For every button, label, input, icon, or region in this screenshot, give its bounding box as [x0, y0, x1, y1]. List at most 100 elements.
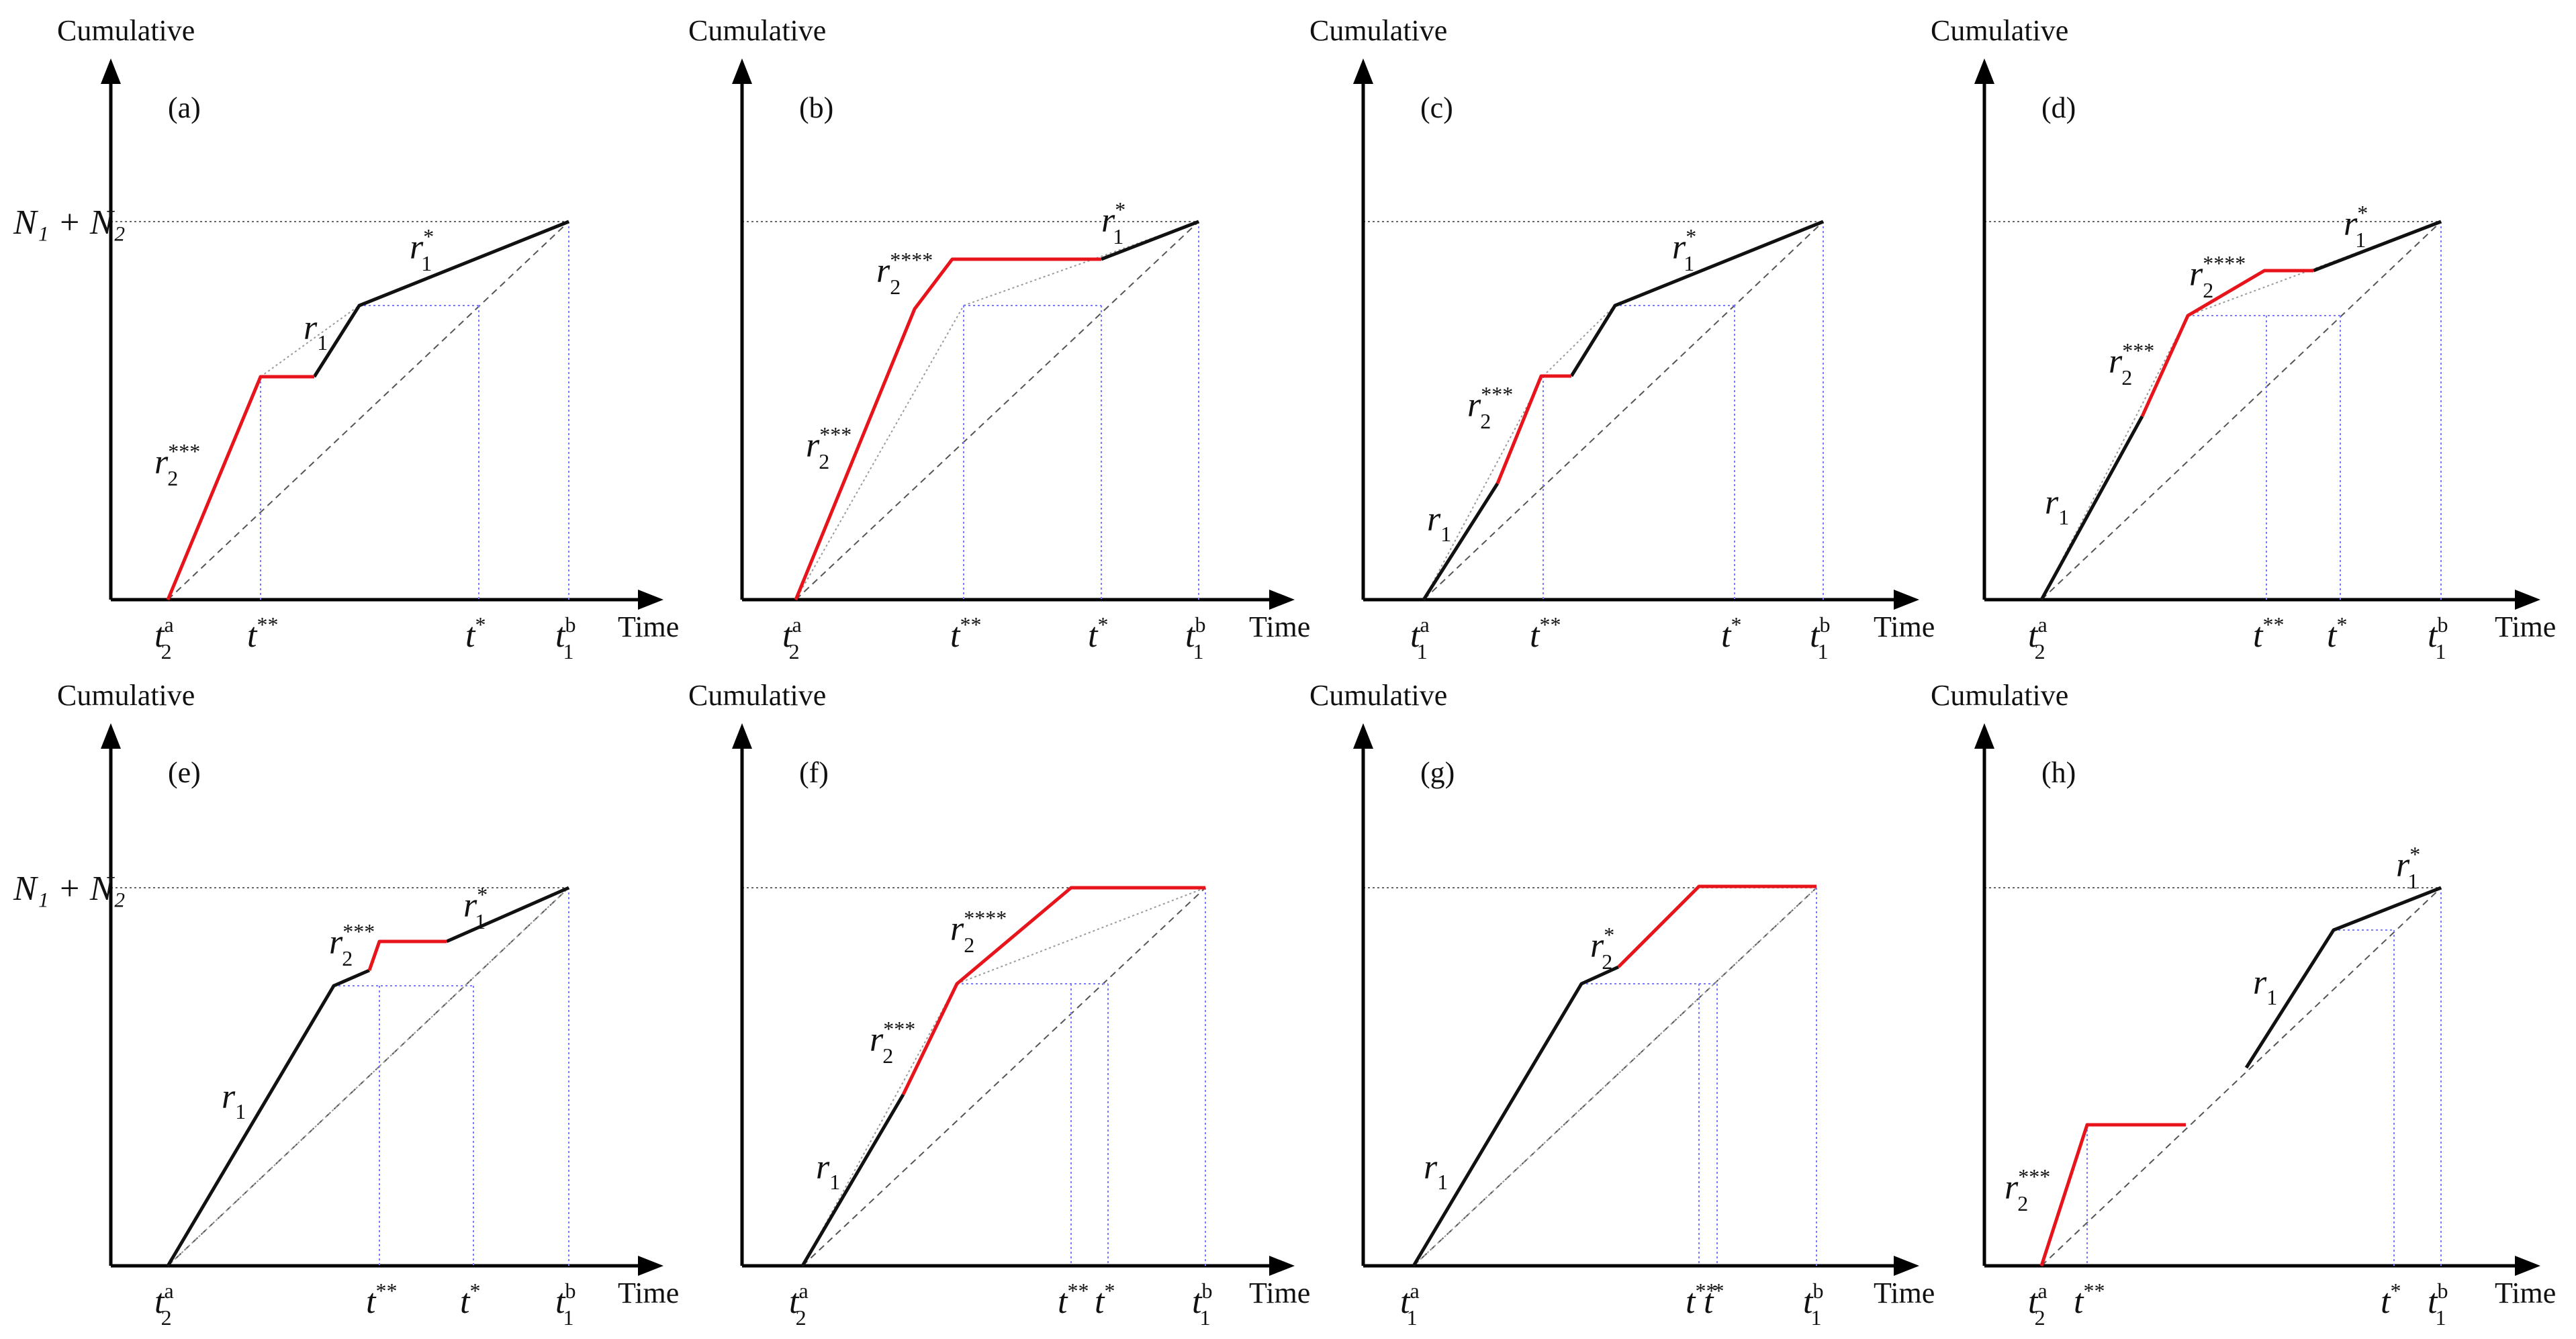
dashed-diagonal: [1413, 887, 1817, 1266]
rate-r1_star: r* 1: [1101, 197, 1125, 248]
tick-tss: t**: [1530, 612, 1561, 655]
x-axis-arrow: [638, 1256, 663, 1276]
panel-label: (h): [2041, 756, 2076, 789]
red-curve: [2039, 1123, 2186, 1266]
panel-label: (b): [799, 91, 833, 124]
y-axis-arrow: [1974, 58, 1994, 84]
x-axis-title: Time: [618, 610, 679, 643]
tick-tss: t**: [950, 612, 981, 655]
dashed-diagonal: [2041, 887, 2442, 1266]
y-axis-arrow: [101, 723, 121, 749]
x-axis-title: Time: [1874, 1277, 1935, 1309]
rate-r2_3star: r*** 2: [2005, 1164, 2050, 1215]
x-axis-title: Time: [1874, 610, 1935, 643]
x-axis-title: Time: [1249, 610, 1310, 643]
panel-b: Cumulative Time (b) ta 2 t** t* tb 1 r*** 2 r**** 2 r…: [688, 14, 1310, 663]
black-curve: [312, 220, 569, 378]
black-curve: [1101, 220, 1199, 261]
rate-r2_3star: r*** 2: [329, 919, 375, 970]
rate-r2_3star: r*** 2: [2109, 338, 2154, 389]
black-curve: [2039, 415, 2144, 601]
x-axis-title: Time: [1249, 1277, 1310, 1309]
rate-r1: r1: [2253, 964, 2277, 1009]
rate-r1: r1: [222, 1078, 246, 1123]
panel-a: Cumulative Time (a) N₁ + N₂ ta 2 t** t* tb 1 r*** 2…: [13, 14, 679, 663]
panel-label: (f): [799, 756, 829, 789]
tick-t1b: tb 1: [555, 612, 576, 663]
tick-ts: t*: [1095, 1279, 1115, 1321]
y-axis-title: Cumulative: [57, 14, 195, 47]
panel-c: Cumulative Time (c) ta 1 t** t* tb 1 r1 r*** 2 r* 1: [1309, 14, 1935, 663]
y-axis-title: Cumulative: [57, 679, 195, 712]
tick-tss: t**: [247, 612, 278, 655]
y-axis-arrow: [732, 723, 752, 749]
tick-t2a: ta 2: [154, 1279, 174, 1330]
black-curve: [1569, 220, 1824, 377]
tick-ts: t*: [1088, 612, 1108, 655]
dashed-diagonal: [2041, 221, 2442, 600]
x-axis-arrow: [638, 590, 663, 610]
rate-r2_3star: r*** 2: [154, 439, 200, 490]
tick-t1a: ta 1: [1410, 612, 1430, 663]
panel-label: (a): [168, 91, 201, 124]
y-axis-title: Cumulative: [1931, 679, 2068, 712]
panel-d: Cumulative Time (d) ta 2 t** t* tb 1 r1 r*** 2 r****…: [1931, 14, 2556, 663]
x-axis-arrow: [1269, 590, 1295, 610]
tick-tss: t**: [2074, 1279, 2105, 1321]
rate-r1_star: r* 1: [2396, 842, 2420, 893]
red-curve: [166, 375, 314, 600]
y-axis-title: Cumulative: [1309, 679, 1447, 712]
tick-t1b: tb 1: [1185, 612, 1205, 663]
dashed-diagonal: [167, 221, 569, 600]
x-axis-arrow: [1269, 1256, 1295, 1276]
dashed-diagonal: [802, 887, 1206, 1266]
tick-tss: t**: [1686, 1279, 1716, 1321]
tick-tss: t**: [2253, 612, 2284, 655]
y-axis-arrow: [732, 58, 752, 84]
y-axis-title: Cumulative: [1309, 14, 1447, 47]
tick-t2a: ta 2: [782, 612, 802, 663]
dashed-diagonal: [167, 887, 569, 1266]
tick-ts: t*: [1721, 612, 1741, 655]
rate-r1: r1: [2045, 483, 2069, 529]
tick-ts: t*: [460, 1279, 480, 1321]
tick-t2a: ta 2: [2028, 1279, 2048, 1330]
dashed-diagonal: [795, 221, 1199, 600]
rate-r1_star: r* 1: [2344, 201, 2368, 252]
rate-r1: r1: [816, 1148, 840, 1194]
panel-label: (e): [168, 756, 201, 789]
tick-t1b: tb 1: [2428, 612, 2448, 663]
rate-r1: r1: [1424, 1148, 1448, 1194]
x-axis-arrow: [1894, 590, 1919, 610]
y-axis-arrow: [1974, 723, 1994, 749]
black-curve: [800, 1093, 905, 1267]
black-curve: [445, 886, 570, 943]
black-curve: [2244, 886, 2442, 1069]
rate-r2_3star: r*** 2: [806, 422, 852, 473]
red-curve: [367, 939, 447, 971]
panel-f: Cumulative Time (f) ta 2 t** t* tb 1 r1 r*** 2 r****…: [688, 679, 1310, 1330]
dashed-diagonal: [1423, 221, 1824, 600]
y-axis-title: Cumulative: [688, 14, 826, 47]
y-axis-arrow: [1353, 58, 1373, 84]
rate-r1: r1: [1427, 500, 1451, 546]
tick-t2a: ta 2: [154, 612, 174, 663]
tick-t1b: tb 1: [555, 1279, 576, 1330]
x-axis-title: Time: [618, 1277, 679, 1309]
level-label: N₁ + N₂: [13, 203, 126, 242]
level-label: N₁ + N₂: [13, 870, 126, 908]
rate-r2_star: r* 2: [1590, 923, 1614, 974]
red-curve: [1496, 374, 1571, 484]
tick-tss: t**: [1058, 1279, 1089, 1321]
rate-r2_4star: r**** 2: [876, 248, 933, 299]
black-curve: [166, 968, 370, 1267]
grey-guide: [795, 305, 964, 600]
tick-t2a: ta 2: [789, 1279, 809, 1330]
rate-r1_star: r* 1: [1672, 224, 1696, 275]
grey-guide: [956, 887, 1206, 984]
tick-tss: t**: [366, 1279, 397, 1321]
tick-t1b: tb 1: [2428, 1279, 2448, 1330]
rate-r1_star: r* 1: [410, 224, 434, 275]
panel-label: (g): [1420, 756, 1455, 789]
